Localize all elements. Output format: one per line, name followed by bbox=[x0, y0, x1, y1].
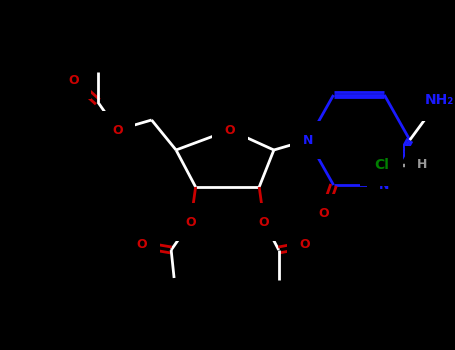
Text: N: N bbox=[303, 133, 313, 147]
Text: O: O bbox=[318, 206, 329, 219]
Text: H: H bbox=[417, 159, 428, 172]
Text: O: O bbox=[136, 238, 147, 252]
Text: O: O bbox=[259, 216, 269, 229]
Text: NH₂: NH₂ bbox=[425, 93, 454, 107]
Text: O: O bbox=[224, 124, 235, 136]
Text: N: N bbox=[379, 178, 389, 191]
Text: O: O bbox=[68, 74, 79, 86]
Text: O: O bbox=[300, 238, 310, 252]
Text: O: O bbox=[186, 216, 196, 229]
Text: Cl: Cl bbox=[374, 158, 389, 172]
Text: O: O bbox=[112, 124, 123, 136]
